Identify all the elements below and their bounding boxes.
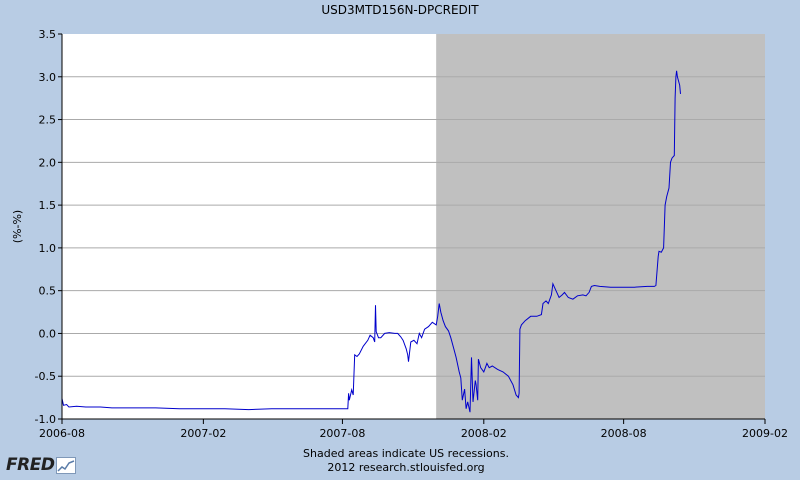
fred-logo[interactable]: FRED [6, 455, 77, 475]
y-tick-label: 2.5 [39, 114, 57, 127]
series-line [61, 70, 681, 413]
y-tick-label: 2.0 [39, 156, 57, 169]
x-tick-label: 2009-02 [742, 427, 788, 440]
chart-title: USD3MTD156N-DPCREDIT [321, 3, 479, 17]
graph-icon [56, 456, 77, 474]
y-tick-label: 0.5 [39, 285, 57, 298]
y-tick-label: -1.0 [35, 413, 56, 426]
x-tick-label: 2008-02 [461, 427, 507, 440]
x-tick-label: 2007-02 [180, 427, 226, 440]
fred-logo-text: FRED [6, 455, 55, 475]
y-axis-label: (%-%) [11, 210, 24, 243]
x-tick-label: 2008-08 [601, 427, 647, 440]
y-tick-label: -0.5 [35, 370, 56, 383]
y-tick-label: 3.5 [39, 28, 57, 41]
y-tick-label: 1.5 [39, 199, 57, 212]
y-tick-label: 3.0 [39, 71, 57, 84]
y-tick-label: 0.0 [39, 327, 57, 340]
recession-note: Shaded areas indicate US recessions. [303, 447, 509, 460]
recession-shading [436, 34, 765, 419]
source-note: 2012 research.stlouisfed.org [327, 461, 485, 474]
x-tick-label: 2007-08 [319, 427, 365, 440]
x-tick-label: 2006-08 [39, 427, 85, 440]
y-tick-label: 1.0 [39, 242, 57, 255]
